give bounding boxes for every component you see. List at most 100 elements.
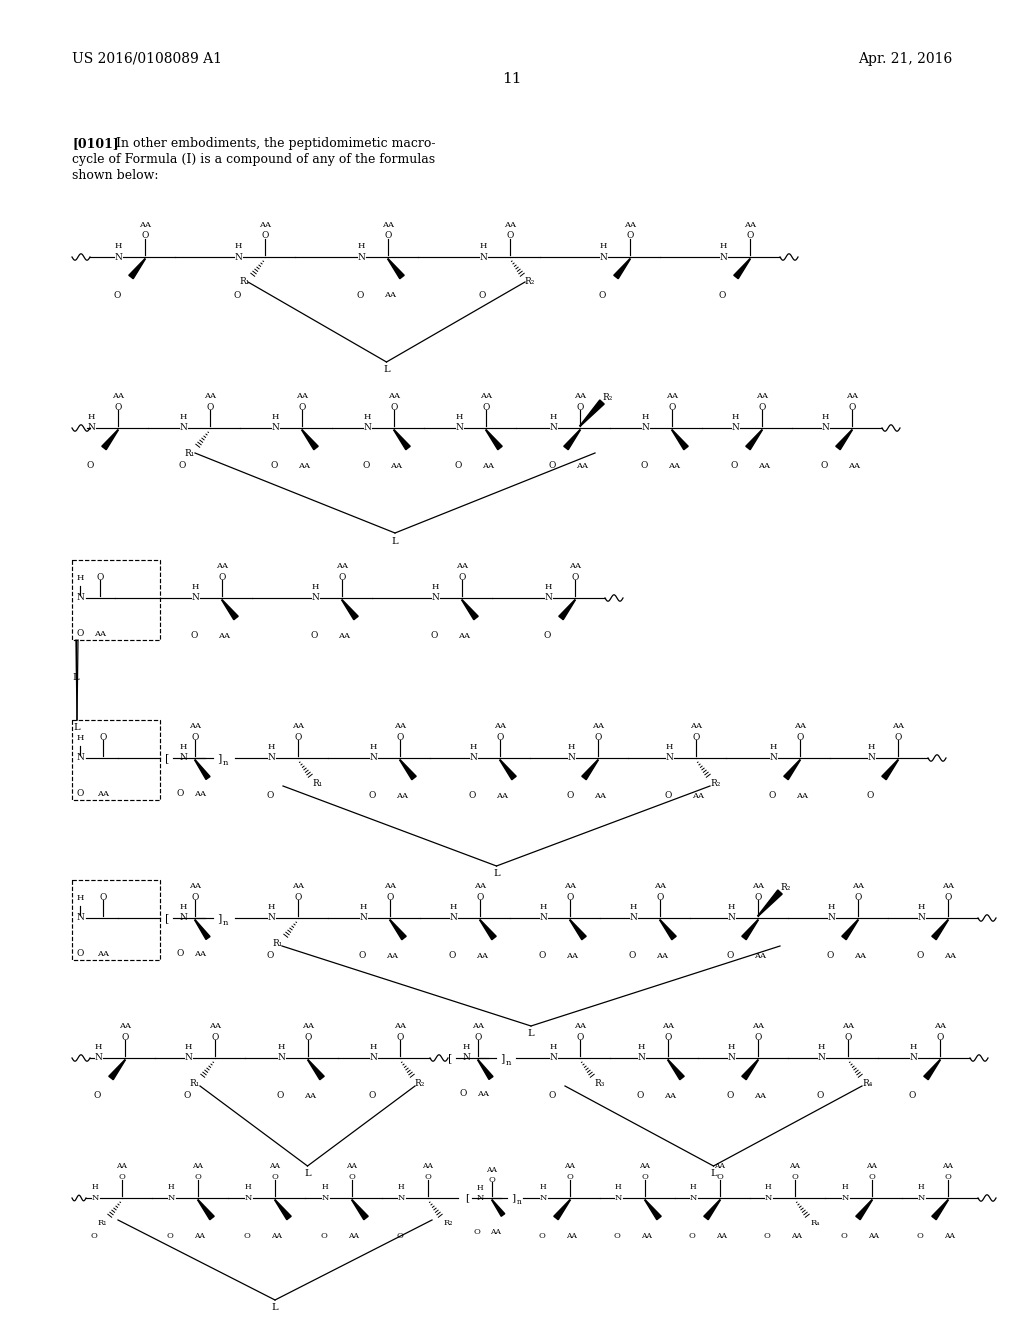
Polygon shape: [741, 920, 758, 940]
Text: N: N: [909, 1053, 916, 1063]
Text: N: N: [817, 1053, 825, 1063]
Polygon shape: [195, 760, 210, 780]
Text: N: N: [94, 1053, 102, 1063]
Text: O: O: [866, 792, 873, 800]
Text: N: N: [867, 754, 874, 763]
Text: O: O: [119, 1173, 125, 1181]
Text: AA: AA: [384, 290, 396, 300]
Polygon shape: [559, 599, 575, 619]
Text: H: H: [469, 743, 477, 751]
Text: [: [: [165, 913, 169, 923]
Text: O: O: [908, 1092, 915, 1101]
Text: N: N: [665, 754, 673, 763]
Text: AA: AA: [292, 722, 304, 730]
Text: O: O: [669, 403, 676, 412]
Polygon shape: [342, 599, 358, 619]
Text: N: N: [234, 252, 242, 261]
Polygon shape: [274, 1200, 291, 1220]
Polygon shape: [703, 1200, 720, 1220]
Text: R₁: R₁: [272, 939, 283, 948]
Polygon shape: [109, 1060, 125, 1080]
Text: AA: AA: [662, 1022, 674, 1030]
Text: O: O: [792, 1173, 799, 1181]
Text: AA: AA: [944, 952, 956, 960]
Text: O: O: [384, 231, 392, 240]
Text: AA: AA: [564, 882, 575, 890]
Text: H: H: [234, 242, 242, 249]
Text: O: O: [577, 403, 584, 412]
Text: AA: AA: [302, 1022, 314, 1030]
Polygon shape: [390, 920, 407, 940]
Text: N: N: [179, 754, 187, 763]
Text: AA: AA: [296, 392, 308, 400]
Text: N: N: [271, 424, 279, 433]
Text: N: N: [769, 754, 777, 763]
Text: AA: AA: [388, 392, 400, 400]
Text: O: O: [936, 1032, 944, 1041]
Text: H: H: [666, 743, 673, 751]
Text: N: N: [641, 424, 649, 433]
Text: AA: AA: [654, 882, 666, 890]
Text: N: N: [76, 754, 84, 763]
Text: O: O: [369, 1092, 376, 1101]
Text: O: O: [894, 733, 902, 742]
Text: AA: AA: [269, 1162, 281, 1170]
Text: O: O: [594, 733, 602, 742]
Text: AA: AA: [218, 632, 230, 640]
Text: O: O: [396, 1232, 403, 1239]
Text: AA: AA: [866, 1162, 878, 1170]
Text: O: O: [270, 462, 278, 470]
Polygon shape: [932, 920, 948, 940]
Text: O: O: [321, 1232, 328, 1239]
Text: O: O: [548, 1092, 556, 1101]
Polygon shape: [856, 1200, 872, 1220]
Text: H: H: [614, 1183, 622, 1191]
Text: O: O: [636, 1092, 644, 1101]
Polygon shape: [758, 890, 782, 916]
Text: N: N: [267, 913, 274, 923]
Text: R₁: R₁: [189, 1078, 200, 1088]
Text: N: N: [540, 1195, 547, 1203]
Text: N: N: [397, 1195, 404, 1203]
Text: n: n: [505, 1059, 511, 1067]
Text: AA: AA: [292, 882, 304, 890]
Text: O: O: [730, 462, 737, 470]
Text: O: O: [386, 892, 393, 902]
Text: N: N: [167, 1195, 175, 1203]
Text: AA: AA: [396, 792, 408, 800]
Text: O: O: [845, 1032, 852, 1041]
Text: O: O: [396, 1032, 403, 1041]
Text: Rₐ: Rₐ: [810, 1218, 820, 1228]
Text: O: O: [191, 733, 199, 742]
Text: AA: AA: [754, 1092, 766, 1100]
Text: [0101]: [0101]: [72, 137, 119, 150]
Text: H: H: [765, 1183, 771, 1191]
Text: O: O: [167, 1232, 173, 1239]
Text: ]: ]: [217, 913, 221, 923]
Text: H: H: [450, 903, 457, 911]
Text: R₂: R₂: [525, 277, 536, 286]
Text: O: O: [96, 573, 103, 582]
Text: AA: AA: [476, 952, 488, 960]
Text: AA: AA: [575, 462, 588, 470]
Text: L: L: [73, 673, 79, 682]
Text: H: H: [370, 743, 377, 751]
Text: n: n: [516, 1199, 521, 1206]
Text: O: O: [90, 1232, 97, 1239]
Text: H: H: [641, 413, 648, 421]
Text: O: O: [99, 733, 106, 742]
Text: H: H: [727, 903, 734, 911]
Text: H: H: [769, 743, 776, 751]
Text: O: O: [848, 403, 856, 412]
Polygon shape: [842, 920, 858, 940]
Text: AA: AA: [189, 722, 201, 730]
Text: ]: ]: [500, 1053, 505, 1063]
Text: O: O: [93, 1092, 100, 1101]
Text: H: H: [370, 1043, 377, 1051]
Text: O: O: [718, 290, 726, 300]
Text: N: N: [727, 1053, 735, 1063]
Text: H: H: [77, 894, 84, 902]
Text: AA: AA: [384, 882, 396, 890]
Text: O: O: [755, 1032, 762, 1041]
Text: AA: AA: [97, 950, 109, 958]
